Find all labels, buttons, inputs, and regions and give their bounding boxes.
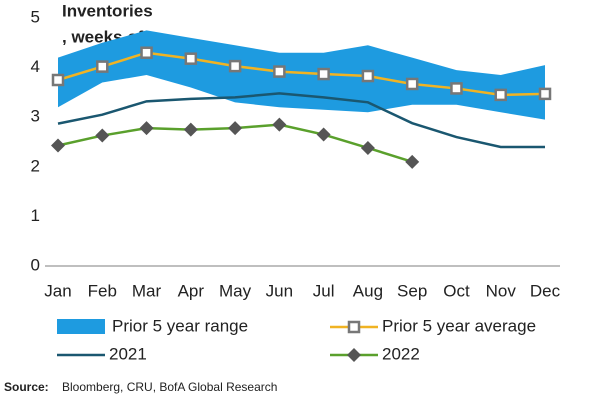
marker — [228, 121, 243, 136]
marker — [273, 65, 286, 78]
x-tick-label: Apr — [178, 281, 205, 300]
x-tick-label: Mar — [132, 281, 162, 300]
marker — [538, 87, 552, 101]
marker — [140, 46, 153, 59]
marker — [494, 88, 507, 102]
legend-label: Prior 5 year average — [382, 316, 536, 335]
marker — [183, 122, 198, 137]
marker — [405, 77, 419, 91]
marker — [228, 59, 242, 73]
marker — [139, 121, 154, 136]
legend-marker — [347, 320, 361, 334]
marker — [96, 60, 109, 73]
y-tick-label: 5 — [31, 7, 40, 26]
legend-marker — [347, 348, 361, 362]
marker — [316, 127, 331, 142]
marker — [51, 73, 65, 87]
y-tick-label: 1 — [31, 206, 40, 225]
legend-label: Prior 5 year range — [112, 316, 248, 335]
marker — [272, 117, 287, 132]
x-tick-label: Oct — [443, 281, 470, 300]
marker — [51, 138, 65, 153]
legend-label: 2022 — [382, 344, 420, 363]
x-tick-label: Jan — [44, 281, 71, 300]
x-tick-label: Jul — [313, 281, 335, 300]
marker — [405, 154, 420, 169]
x-tick-label: Sep — [397, 281, 427, 300]
series-line — [57, 51, 546, 97]
chart-title: Inventories — [62, 1, 153, 20]
x-tick-label: May — [219, 281, 252, 300]
y-tick-label: 4 — [31, 57, 40, 76]
marker — [95, 128, 110, 143]
series-line — [57, 92, 545, 149]
y-tick-label: 3 — [31, 107, 40, 126]
source-label: Source: — [4, 380, 49, 394]
x-tick-label: Nov — [486, 281, 517, 300]
source: Bloomberg, CRU, BofA Global Research — [62, 380, 277, 394]
range-area — [58, 30, 545, 120]
marker — [450, 82, 463, 95]
x-tick-label: Feb — [88, 281, 117, 300]
marker — [360, 140, 375, 155]
y-tick-label: 0 — [31, 255, 40, 274]
x-tick-label: Dec — [530, 281, 561, 300]
marker — [361, 69, 375, 83]
marker — [317, 67, 330, 81]
legend-label: 2021 — [109, 344, 147, 363]
x-tick-label: Aug — [353, 281, 383, 300]
x-tick-label: Jun — [266, 281, 293, 300]
marker — [184, 52, 198, 65]
legend-swatch — [57, 319, 105, 334]
y-tick-label: 2 — [31, 156, 40, 175]
